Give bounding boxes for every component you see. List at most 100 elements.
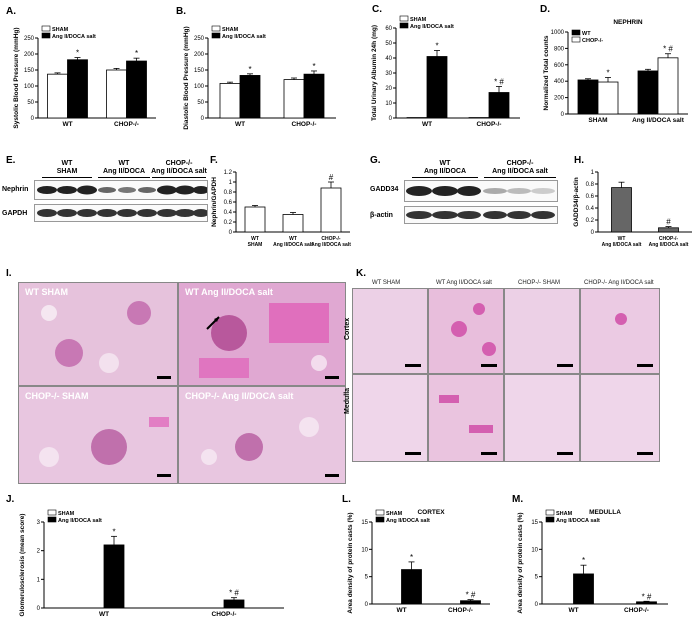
significance-marker: * # bbox=[229, 589, 239, 598]
x-tick-label: WT bbox=[62, 121, 72, 128]
significance-marker: * bbox=[410, 553, 413, 562]
bar bbox=[460, 600, 481, 605]
legend-label: WT bbox=[582, 31, 591, 37]
scale-bar bbox=[481, 452, 497, 455]
blot-g-group-chop-ang: CHOP-/- Ang II/DOCA salt bbox=[492, 160, 548, 175]
y-tick-label: 0 bbox=[561, 112, 565, 118]
x-tick-label: WT bbox=[99, 611, 109, 618]
scale-bar bbox=[157, 474, 171, 477]
x-tick-label: Ang II/DOCA salt bbox=[649, 242, 689, 248]
y-axis-label: GADD34/β-actin bbox=[573, 177, 580, 227]
bar bbox=[303, 73, 325, 119]
blot-e-group-wt-ang: WT Ang II/DOCA bbox=[103, 160, 145, 175]
x-tick-label: CHOP-/- bbox=[114, 121, 139, 128]
bar bbox=[401, 569, 422, 605]
histo-i-label: WT Ang II/DOCA salt bbox=[185, 287, 273, 297]
chart-title: MEDULLA bbox=[589, 509, 621, 516]
chart-m-medulla: 0 5 10 15 Area density of protein casts (%) M… bbox=[517, 509, 668, 614]
blot-e-group-wt-sham: WT SHAM bbox=[56, 160, 78, 175]
y-tick-label: 50 bbox=[27, 100, 34, 106]
blot-g-bracket bbox=[484, 177, 556, 178]
significance-marker: * bbox=[76, 49, 79, 58]
panel-label-g: G. bbox=[370, 155, 381, 166]
panel-label-e: E. bbox=[6, 155, 16, 166]
scale-bar bbox=[405, 364, 421, 367]
scale-bar bbox=[325, 474, 339, 477]
y-tick-label: 10 bbox=[361, 547, 368, 553]
y-tick-label: 800 bbox=[554, 46, 565, 52]
blot-e-gapdh-bands bbox=[37, 209, 207, 217]
histo-k-cortex-chop-sham bbox=[504, 288, 580, 374]
panel-label-h: H. bbox=[574, 155, 584, 166]
scale-bar bbox=[557, 452, 573, 455]
legend-swatch bbox=[545, 516, 555, 523]
histo-k-medulla-wt-ang bbox=[428, 374, 504, 462]
legend-label: SHAM bbox=[58, 511, 75, 517]
y-tick-label: 1000 bbox=[551, 30, 565, 36]
legend-swatch bbox=[375, 516, 385, 523]
legend-swatch bbox=[41, 25, 51, 32]
significance-marker: * # bbox=[466, 591, 476, 600]
legend-swatch bbox=[545, 509, 555, 516]
blot-e-nephrin-strip bbox=[34, 180, 208, 200]
significance-marker: * bbox=[435, 42, 438, 51]
y-axis-label: Total Urinary Albumin 24h (mg) bbox=[371, 25, 378, 121]
x-tick-label: WT bbox=[618, 236, 626, 242]
chart-j-glomerulosclerosis: 0 1 2 3 Glomerulosclerosis (mean score) * WT * … bbox=[19, 509, 284, 618]
y-tick-label: 20 bbox=[385, 86, 392, 92]
bar bbox=[67, 59, 88, 119]
bar bbox=[488, 92, 510, 119]
significance-marker: * bbox=[112, 527, 115, 536]
histo-i-wt-sham-texture bbox=[41, 301, 151, 373]
blot-e-row-gapdh-label: GAPDH bbox=[2, 210, 28, 217]
legend-label: Ang II/DOCA salt bbox=[58, 518, 102, 524]
y-tick-label: 0 bbox=[229, 230, 233, 236]
x-tick-label: Ang II/DOCA salt bbox=[273, 242, 313, 248]
x-tick-label: WT bbox=[568, 607, 578, 614]
chart-f-nephrin-gapdh: 00.20.40.60.811.2Nephrin/GAPDHWTSHAMWTAn… bbox=[211, 170, 351, 248]
significance-marker: * bbox=[248, 65, 251, 74]
legend-label: Ang II/DOCA salt bbox=[52, 34, 96, 40]
legend-label: Ang II/DOCA salt bbox=[556, 518, 600, 524]
scale-bar bbox=[557, 364, 573, 367]
significance-marker: * # bbox=[663, 45, 673, 54]
histo-k-cortex-wt-ang-texture bbox=[451, 303, 496, 356]
y-tick-label: 250 bbox=[194, 36, 205, 42]
x-tick-label: CHOP-/- bbox=[477, 121, 502, 128]
scale-bar bbox=[481, 364, 497, 367]
y-tick-label: 50 bbox=[385, 41, 392, 47]
panel-label-j: J. bbox=[6, 494, 15, 505]
y-tick-label: 200 bbox=[554, 96, 565, 102]
legend-label: SHAM bbox=[52, 27, 69, 33]
histo-i-wt-ang: WT Ang II/DOCA salt bbox=[178, 282, 346, 386]
y-tick-label: 15 bbox=[361, 520, 368, 526]
x-tick-label: Ang II/DOCA salt bbox=[311, 242, 351, 248]
histo-k-col-chop-sham: CHOP-/- SHAM bbox=[518, 280, 560, 286]
histo-k-row-cortex: Cortex bbox=[344, 317, 351, 340]
blot-g-row-gadd34-label: GADD34 bbox=[370, 186, 399, 193]
scale-bar bbox=[637, 452, 653, 455]
histo-k-col-chop-ang: CHOP-/- Ang II/DOCA salt bbox=[584, 280, 654, 286]
bar bbox=[239, 75, 261, 119]
histo-i-label: CHOP-/- SHAM bbox=[25, 391, 89, 401]
panel-label-d: D. bbox=[540, 4, 550, 15]
y-tick-label: 150 bbox=[194, 68, 205, 74]
y-tick-label: 15 bbox=[531, 520, 538, 526]
y-tick-label: 0.2 bbox=[224, 220, 233, 226]
x-tick-label: CHOP-/- bbox=[321, 236, 341, 242]
y-axis-label: Systolic Blood Pressure (mmHg) bbox=[13, 27, 20, 128]
y-tick-label: 1 bbox=[229, 180, 233, 186]
y-tick-label: 0.4 bbox=[224, 210, 233, 216]
y-tick-label: 1 bbox=[37, 577, 41, 583]
y-axis-label: Normalized Total counts bbox=[543, 35, 550, 110]
panel-label-b: B. bbox=[176, 6, 186, 17]
x-tick-label: CHOP-/- bbox=[624, 607, 649, 614]
significance-marker: # bbox=[666, 218, 671, 227]
legend-label: SHAM bbox=[386, 511, 403, 517]
y-tick-label: 1 bbox=[591, 170, 595, 176]
x-tick-label: CHOP-/- bbox=[659, 236, 679, 242]
legend-label: Ang II/DOCA salt bbox=[222, 34, 266, 40]
y-tick-label: 0 bbox=[37, 606, 41, 612]
y-axis-label: Nephrin/GAPDH bbox=[211, 177, 218, 227]
y-tick-label: 0.2 bbox=[586, 218, 595, 224]
